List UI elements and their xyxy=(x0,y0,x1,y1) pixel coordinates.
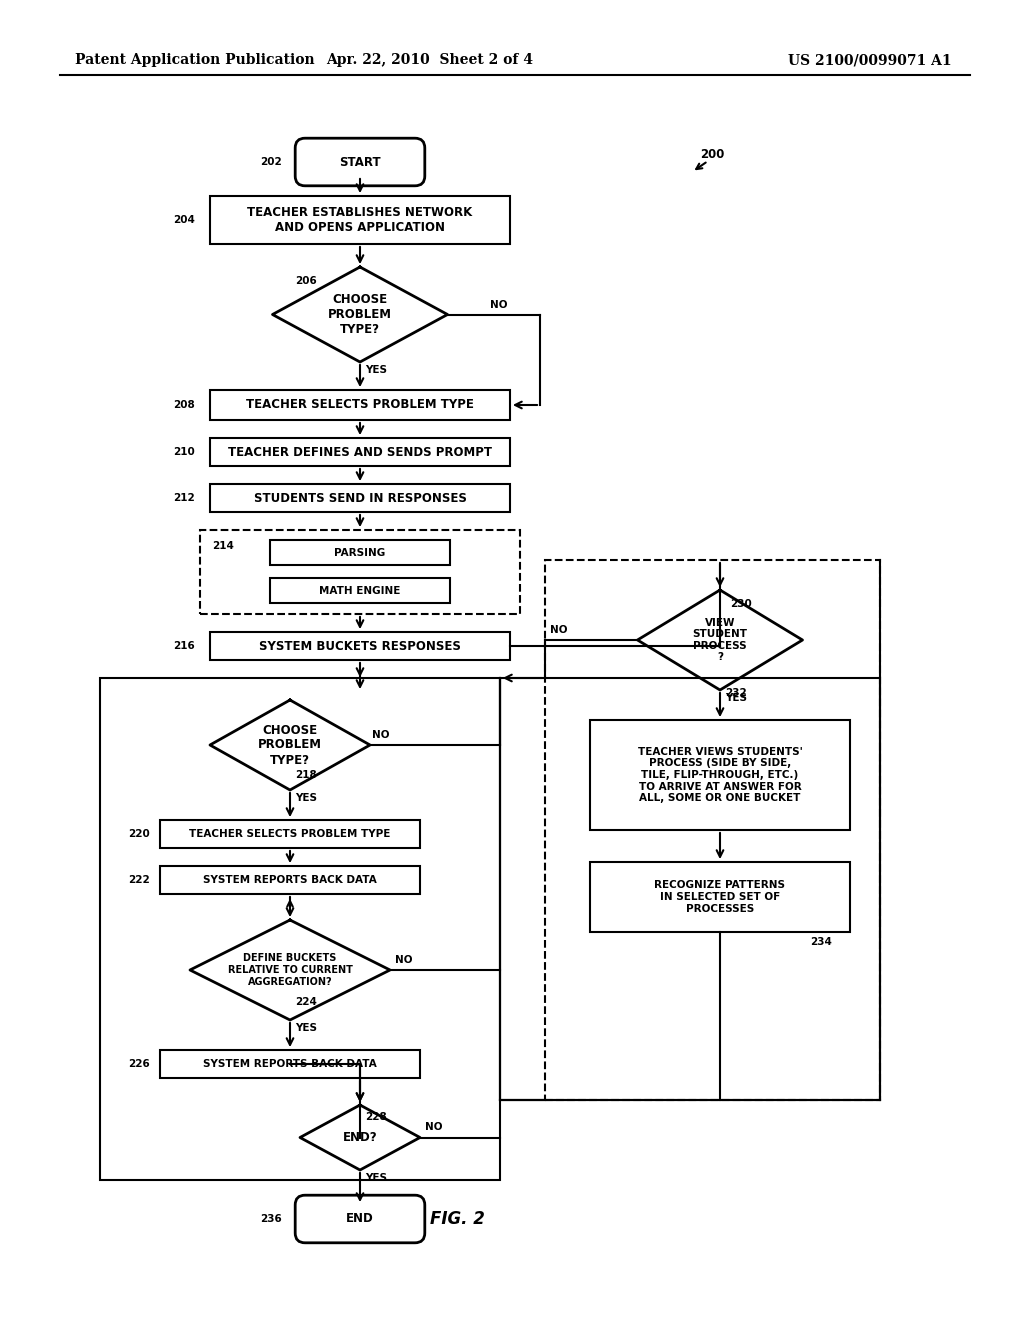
Text: 222: 222 xyxy=(128,875,150,884)
Text: SYSTEM BUCKETS RESPONSES: SYSTEM BUCKETS RESPONSES xyxy=(259,639,461,652)
Text: 224: 224 xyxy=(295,997,316,1007)
FancyBboxPatch shape xyxy=(295,1195,425,1243)
Text: NO: NO xyxy=(425,1122,442,1133)
Text: 226: 226 xyxy=(128,1059,150,1069)
Text: TEACHER SELECTS PROBLEM TYPE: TEACHER SELECTS PROBLEM TYPE xyxy=(189,829,391,840)
Text: 200: 200 xyxy=(700,149,724,161)
Text: 230: 230 xyxy=(730,599,752,609)
Bar xyxy=(210,632,510,660)
Text: 204: 204 xyxy=(173,215,195,224)
Text: 212: 212 xyxy=(173,492,195,503)
Text: NO: NO xyxy=(490,300,508,309)
Text: VIEW
STUDENT
PROCESS
?: VIEW STUDENT PROCESS ? xyxy=(692,618,748,663)
Text: MATH ENGINE: MATH ENGINE xyxy=(319,586,400,595)
Text: RECOGNIZE PATTERNS
IN SELECTED SET OF
PROCESSES: RECOGNIZE PATTERNS IN SELECTED SET OF PR… xyxy=(654,880,785,913)
FancyBboxPatch shape xyxy=(295,139,425,186)
Text: 210: 210 xyxy=(173,447,195,457)
Text: TEACHER VIEWS STUDENTS'
PROCESS (SIDE BY SIDE,
TILE, FLIP-THROUGH, ETC.)
TO ARRI: TEACHER VIEWS STUDENTS' PROCESS (SIDE BY… xyxy=(638,747,803,803)
Text: 208: 208 xyxy=(173,400,195,411)
Bar xyxy=(160,1049,420,1078)
Bar xyxy=(100,678,500,1180)
Text: NO: NO xyxy=(395,954,413,965)
Text: SYSTEM REPORTS BACK DATA: SYSTEM REPORTS BACK DATA xyxy=(203,875,377,884)
Bar xyxy=(545,560,880,1100)
Bar xyxy=(210,484,510,512)
Bar xyxy=(200,531,520,614)
Text: CHOOSE
PROBLEM
TYPE?: CHOOSE PROBLEM TYPE? xyxy=(328,293,392,337)
Text: YES: YES xyxy=(365,1173,387,1183)
Text: YES: YES xyxy=(725,693,746,704)
Bar xyxy=(210,389,510,420)
Text: FIG. 2: FIG. 2 xyxy=(430,1210,485,1228)
Text: TEACHER ESTABLISHES NETWORK
AND OPENS APPLICATION: TEACHER ESTABLISHES NETWORK AND OPENS AP… xyxy=(248,206,473,234)
Text: Apr. 22, 2010  Sheet 2 of 4: Apr. 22, 2010 Sheet 2 of 4 xyxy=(327,53,534,67)
Bar xyxy=(590,862,850,932)
Text: 228: 228 xyxy=(365,1111,387,1122)
Text: 214: 214 xyxy=(212,541,233,550)
Text: 236: 236 xyxy=(260,1214,282,1224)
Text: YES: YES xyxy=(295,1023,317,1034)
Text: STUDENTS SEND IN RESPONSES: STUDENTS SEND IN RESPONSES xyxy=(254,491,467,504)
Text: 206: 206 xyxy=(295,276,316,286)
Text: 232: 232 xyxy=(725,688,746,698)
Text: 234: 234 xyxy=(810,937,831,946)
Text: NO: NO xyxy=(550,624,567,635)
Bar xyxy=(210,195,510,244)
Text: US 2100/0099071 A1: US 2100/0099071 A1 xyxy=(788,53,952,67)
Text: 216: 216 xyxy=(173,642,195,651)
Text: PARSING: PARSING xyxy=(335,548,386,557)
Text: TEACHER DEFINES AND SENDS PROMPT: TEACHER DEFINES AND SENDS PROMPT xyxy=(228,446,492,458)
Text: SYSTEM REPORTS BACK DATA: SYSTEM REPORTS BACK DATA xyxy=(203,1059,377,1069)
Text: TEACHER SELECTS PROBLEM TYPE: TEACHER SELECTS PROBLEM TYPE xyxy=(246,399,474,412)
Bar xyxy=(160,866,420,894)
Bar xyxy=(210,438,510,466)
Text: START: START xyxy=(339,156,381,169)
Text: 218: 218 xyxy=(295,770,316,780)
Bar xyxy=(160,820,420,847)
Text: YES: YES xyxy=(365,366,387,375)
Text: 202: 202 xyxy=(260,157,282,168)
Bar xyxy=(590,719,850,830)
Text: NO: NO xyxy=(372,730,389,741)
Text: DEFINE BUCKETS
RELATIVE TO CURRENT
AGGREGATION?: DEFINE BUCKETS RELATIVE TO CURRENT AGGRE… xyxy=(227,953,352,986)
Text: YES: YES xyxy=(295,793,317,803)
Bar xyxy=(500,678,880,1100)
Text: CHOOSE
PROBLEM
TYPE?: CHOOSE PROBLEM TYPE? xyxy=(258,723,322,767)
Bar xyxy=(270,540,450,565)
Text: Patent Application Publication: Patent Application Publication xyxy=(75,53,314,67)
Text: END?: END? xyxy=(343,1131,377,1144)
Bar xyxy=(270,578,450,603)
Text: END: END xyxy=(346,1213,374,1225)
Text: 220: 220 xyxy=(128,829,150,840)
